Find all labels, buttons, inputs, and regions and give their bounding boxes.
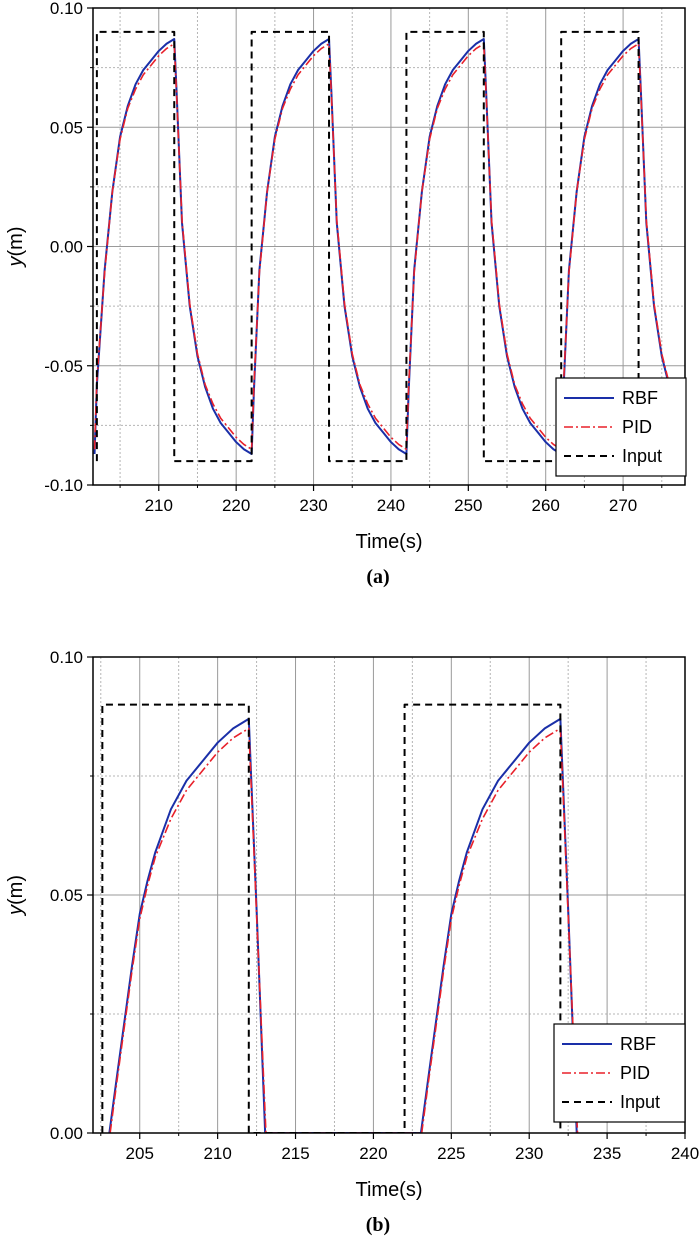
x-tick-label: 235: [593, 1144, 621, 1163]
series-line-pid: [93, 42, 685, 451]
x-tick-label: 240: [671, 1144, 699, 1163]
legend-box: [555, 377, 687, 477]
series-group: [101, 703, 579, 1133]
y-tick-label: 0.00: [50, 1124, 83, 1143]
x-tick-label: 240: [377, 496, 405, 515]
x-tick-label: 205: [126, 1144, 154, 1163]
x-tick-label: 220: [359, 1144, 387, 1163]
legend-label-input: Input: [622, 446, 662, 466]
x-tick-label: 220: [222, 496, 250, 515]
panel-b: 205 210 215 220 225 230 235 240 0.00 0.05 0.10 Time…: [5, 648, 699, 1236]
y-tick-label: 0.00: [50, 238, 83, 257]
x-tick-label: 210: [145, 496, 173, 515]
y-tick-label: -0.10: [44, 476, 83, 495]
legend: RBF PID Input: [555, 377, 687, 477]
x-tick-label: 210: [203, 1144, 231, 1163]
panel-caption: (a): [366, 566, 389, 588]
legend: RBF PID Input: [553, 1023, 686, 1123]
x-tick-label: 215: [281, 1144, 309, 1163]
axes: 205 210 215 220 225 230 235 240 0.00 0.05 0.10: [50, 648, 699, 1163]
y-axis-label: y(m): [5, 875, 27, 917]
legend-label-pid: PID: [622, 417, 652, 437]
legend-label-input: Input: [620, 1092, 660, 1112]
x-tick-label: 270: [609, 496, 637, 515]
y-tick-label: -0.05: [44, 357, 83, 376]
y-tick-label: 0.10: [50, 648, 83, 667]
series-line-input: [101, 703, 562, 1133]
x-axis-label: Time(s): [355, 1179, 422, 1201]
panel-a: 210 220 230 240 250 260 270 -0.10 -0.05 0.00 0.05 0…: [5, 0, 687, 588]
x-tick-label: 250: [454, 496, 482, 515]
x-tick-label: 260: [532, 496, 560, 515]
x-tick-label: 225: [437, 1144, 465, 1163]
series-line-pid: [109, 727, 579, 1133]
x-tick-label: 230: [299, 496, 327, 515]
y-tick-label: 0.05: [50, 886, 83, 905]
series-line-rbf: [108, 717, 578, 1133]
x-axis-label: Time(s): [355, 531, 422, 553]
y-tick-label: 0.05: [50, 118, 83, 137]
legend-label-pid: PID: [620, 1063, 650, 1083]
series-group: [93, 30, 685, 463]
series-line-input: [95, 30, 685, 463]
panel-caption: (b): [366, 1214, 390, 1236]
legend-label-rbf: RBF: [620, 1034, 656, 1054]
y-tick-label: 0.10: [50, 0, 83, 18]
legend-label-rbf: RBF: [622, 388, 658, 408]
y-axis-label: y(m): [5, 227, 27, 269]
axes: 210 220 230 240 250 260 270 -0.10 -0.05 0.00 0.05 0…: [44, 0, 663, 515]
x-tick-label: 230: [515, 1144, 543, 1163]
